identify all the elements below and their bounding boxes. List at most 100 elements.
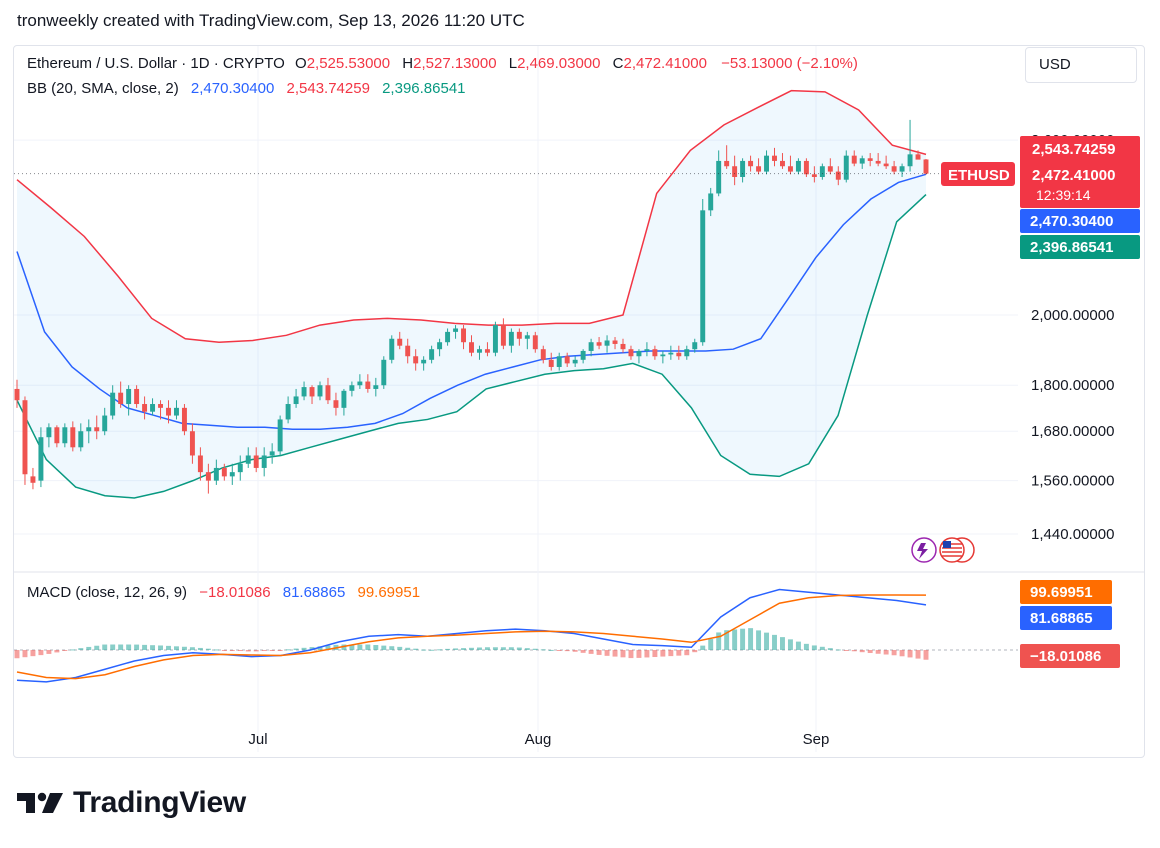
candle-body[interactable]	[38, 437, 44, 481]
candle-body[interactable]	[716, 160, 722, 194]
tradingview-brand[interactable]: TradingView	[17, 786, 246, 820]
candle-body[interactable]	[221, 467, 227, 477]
candle-body[interactable]	[548, 359, 554, 367]
candle-body[interactable]	[891, 166, 897, 172]
candle-body[interactable]	[333, 400, 339, 408]
candle-body[interactable]	[341, 390, 347, 408]
candle-body[interactable]	[867, 158, 873, 161]
macd-signal-line[interactable]	[16, 594, 927, 680]
candle-body[interactable]	[684, 349, 690, 357]
events-icons[interactable]	[911, 537, 975, 563]
candle-body[interactable]	[540, 349, 546, 360]
candle-body[interactable]	[54, 427, 60, 444]
candle-body[interactable]	[293, 396, 299, 405]
candle-body[interactable]	[205, 472, 211, 481]
candle-body[interactable]	[764, 155, 769, 172]
candle-body[interactable]	[445, 331, 451, 343]
candle-body[interactable]	[277, 419, 283, 452]
bb-label[interactable]: BB (20, SMA, close, 2)	[27, 80, 179, 97]
candle-body[interactable]	[492, 325, 498, 353]
candle-body[interactable]	[915, 154, 921, 160]
lower-band-price-tag[interactable]: 2,396.86541	[1020, 235, 1140, 259]
macd-signal-tag[interactable]: 99.69951	[1020, 580, 1112, 604]
chart-canvas[interactable]: JulAugSep2,600.000002,000.000001,800.000…	[0, 0, 1160, 760]
candle-body[interactable]	[843, 155, 849, 180]
candle-body[interactable]	[453, 328, 459, 332]
candle-body[interactable]	[86, 427, 92, 432]
candle-body[interactable]	[349, 385, 355, 391]
candle-body[interactable]	[835, 171, 841, 180]
candle-body[interactable]	[229, 472, 235, 477]
candle-body[interactable]	[469, 342, 474, 353]
candle-body[interactable]	[22, 400, 28, 475]
candle-body[interactable]	[859, 158, 865, 164]
candle-body[interactable]	[660, 354, 666, 357]
candle-body[interactable]	[405, 345, 411, 357]
candle-body[interactable]	[102, 415, 108, 432]
candle-body[interactable]	[724, 160, 730, 167]
candle-body[interactable]	[748, 160, 754, 167]
symbol-name[interactable]: Ethereum / U.S. Dollar · 1D · CRYPTO	[27, 55, 285, 72]
candle-body[interactable]	[772, 155, 777, 161]
candle-body[interactable]	[532, 335, 538, 350]
candle-body[interactable]	[668, 352, 674, 355]
candle-body[interactable]	[883, 163, 889, 167]
candle-body[interactable]	[62, 427, 68, 444]
candle-body[interactable]	[572, 359, 578, 364]
candle-body[interactable]	[875, 160, 881, 164]
candle-body[interactable]	[14, 388, 20, 401]
bb-upper-line[interactable]	[16, 89, 927, 343]
candle-body[interactable]	[692, 342, 698, 350]
candle-body[interactable]	[309, 387, 315, 397]
candle-body[interactable]	[94, 427, 100, 432]
candle-body[interactable]	[197, 455, 203, 473]
candle-body[interactable]	[652, 349, 658, 357]
candle-body[interactable]	[285, 404, 291, 420]
candle-body[interactable]	[397, 338, 403, 346]
bb-lower-line[interactable]	[16, 194, 927, 499]
candle-body[interactable]	[269, 451, 275, 456]
candle-body[interactable]	[500, 325, 506, 346]
candle-body[interactable]	[301, 387, 307, 397]
candle-body[interactable]	[811, 174, 817, 177]
candle-body[interactable]	[213, 467, 219, 481]
candle-body[interactable]	[827, 166, 833, 172]
candle-body[interactable]	[461, 328, 466, 343]
candle-body[interactable]	[189, 431, 195, 456]
candle-body[interactable]	[644, 349, 650, 351]
candle-body[interactable]	[261, 455, 267, 468]
candle-body[interactable]	[150, 404, 156, 412]
candle-body[interactable]	[174, 407, 179, 416]
candle-body[interactable]	[421, 359, 427, 364]
candle-body[interactable]	[253, 455, 259, 468]
candle-body[interactable]	[373, 385, 379, 389]
basis-price-tag[interactable]: 2,470.30400	[1020, 209, 1140, 233]
symbol-tag[interactable]: ETHUSD	[941, 162, 1015, 186]
macd-label[interactable]: MACD (close, 12, 26, 9)	[27, 584, 188, 601]
candle-body[interactable]	[803, 160, 809, 175]
candle-body[interactable]	[118, 392, 124, 405]
candle-body[interactable]	[700, 210, 706, 343]
macd-line[interactable]	[16, 588, 927, 683]
candle-body[interactable]	[556, 356, 562, 367]
candle-body[interactable]	[923, 159, 929, 174]
currency-button[interactable]: USD	[1025, 47, 1137, 83]
candle-body[interactable]	[851, 155, 857, 164]
candle-body[interactable]	[787, 166, 793, 172]
candle-body[interactable]	[524, 335, 530, 339]
macd-hist-tag[interactable]: −18.01086	[1020, 644, 1120, 668]
candle-body[interactable]	[357, 381, 363, 386]
candle-body[interactable]	[588, 342, 594, 351]
candle-body[interactable]	[429, 349, 435, 360]
last-price-tag[interactable]: 2,543.74259 2,472.41000 12:39:14	[1020, 136, 1140, 208]
candle-body[interactable]	[46, 427, 52, 438]
candle-body[interactable]	[580, 350, 586, 360]
candle-body[interactable]	[134, 388, 140, 405]
candle-body[interactable]	[484, 349, 490, 353]
candle-body[interactable]	[166, 407, 171, 416]
candle-body[interactable]	[237, 463, 243, 473]
candle-body[interactable]	[110, 392, 116, 416]
candle-body[interactable]	[413, 356, 419, 364]
candle-body[interactable]	[181, 407, 187, 432]
candle-body[interactable]	[142, 404, 148, 412]
